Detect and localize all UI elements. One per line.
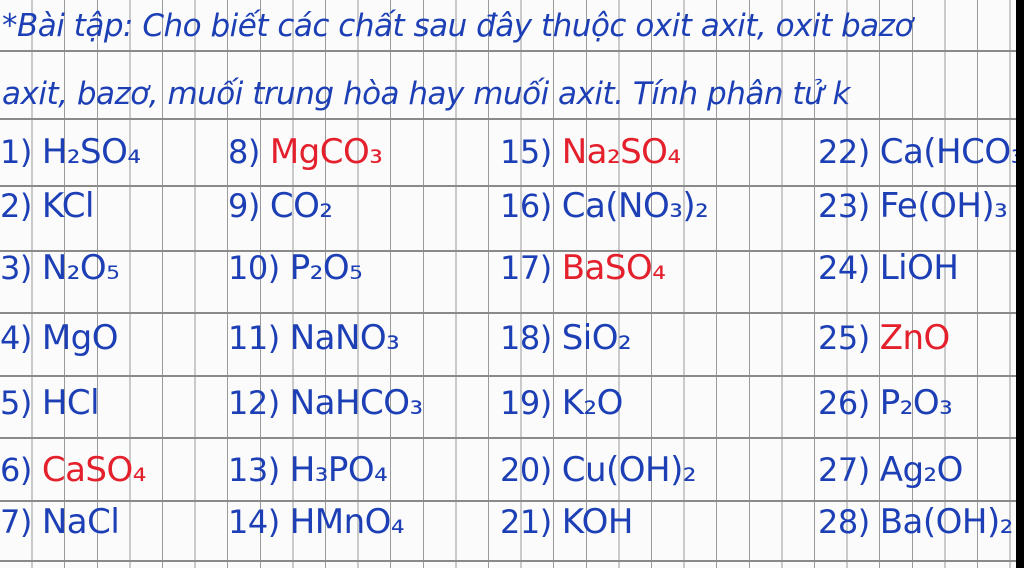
item-number: 9) bbox=[228, 187, 260, 225]
formula-item: 1) H₂SO₄ bbox=[0, 132, 141, 172]
chemical-formula: KCl bbox=[41, 186, 95, 226]
grid-line bbox=[0, 437, 1016, 439]
grid-line bbox=[0, 118, 1016, 120]
chemical-formula: H₂SO₄ bbox=[41, 132, 141, 172]
chemical-formula: H₃PO₄ bbox=[289, 450, 388, 490]
exercise-title: *Bài tập: Cho biết các chất sau đây thuộ… bbox=[2, 8, 913, 44]
chemical-formula: NaNO₃ bbox=[289, 318, 400, 358]
formula-item: 27) Ag₂O bbox=[818, 450, 963, 490]
formula-item: 2) KCl bbox=[0, 186, 94, 226]
chemical-formula: NaHCO₃ bbox=[289, 383, 423, 423]
item-number: 6) bbox=[0, 451, 32, 489]
chemical-formula: LiOH bbox=[879, 248, 959, 288]
chemical-formula: CO₂ bbox=[269, 186, 333, 226]
item-number: 15) bbox=[500, 133, 552, 171]
item-number: 27) bbox=[818, 451, 870, 489]
formula-item: 11) NaNO₃ bbox=[228, 318, 400, 358]
chemical-formula: ZnO bbox=[879, 318, 951, 358]
formula-item: 16) Ca(NO₃)₂ bbox=[500, 186, 709, 226]
formula-item: 26) P₂O₃ bbox=[818, 383, 953, 423]
formula-item: 19) K₂O bbox=[500, 383, 623, 423]
chemical-formula: MgCO₃ bbox=[269, 132, 383, 172]
item-number: 7) bbox=[0, 503, 32, 541]
chemical-formula: K₂O bbox=[561, 383, 624, 423]
grid-line bbox=[0, 50, 1016, 52]
grid-line bbox=[0, 560, 1016, 562]
chemical-formula: MgO bbox=[41, 318, 119, 358]
formula-item: 13) H₃PO₄ bbox=[228, 450, 388, 490]
item-number: 3) bbox=[0, 249, 32, 287]
chemical-formula: BaSO₄ bbox=[561, 248, 666, 288]
chemical-formula: KOH bbox=[561, 502, 634, 542]
formula-item: 14) HMnO₄ bbox=[228, 502, 405, 542]
item-number: 1) bbox=[0, 133, 32, 171]
item-number: 24) bbox=[818, 249, 870, 287]
item-number: 8) bbox=[228, 133, 260, 171]
item-number: 10) bbox=[228, 249, 280, 287]
grid-line bbox=[0, 185, 1016, 187]
grid-line bbox=[0, 375, 1016, 377]
formula-item: 21) KOH bbox=[500, 502, 633, 542]
formula-item: 12) NaHCO₃ bbox=[228, 383, 423, 423]
grid-line bbox=[0, 250, 1016, 252]
formula-item: 17) BaSO₄ bbox=[500, 248, 666, 288]
chemical-formula: Ag₂O bbox=[879, 450, 964, 490]
formula-item: 24) LiOH bbox=[818, 248, 959, 288]
formula-item: 23) Fe(OH)₃ bbox=[818, 186, 1008, 226]
item-number: 16) bbox=[500, 187, 552, 225]
chemical-formula: Ca(HCO₃)₂ bbox=[879, 132, 1016, 172]
chemical-formula: P₂O₃ bbox=[879, 383, 953, 423]
item-number: 19) bbox=[500, 384, 552, 422]
grid-line bbox=[0, 500, 1016, 502]
formula-item: 6) CaSO₄ bbox=[0, 450, 146, 490]
chemical-formula: P₂O₅ bbox=[289, 248, 363, 288]
formula-item: 10) P₂O₅ bbox=[228, 248, 363, 288]
item-number: 17) bbox=[500, 249, 552, 287]
chemical-formula: HCl bbox=[41, 383, 100, 423]
exercise-instructions: axit, bazơ, muối trung hòa hay muối axit… bbox=[2, 76, 850, 112]
chemical-formula: SiO₂ bbox=[561, 318, 632, 358]
formula-item: 28) Ba(OH)₂ bbox=[818, 502, 1013, 542]
item-number: 4) bbox=[0, 319, 32, 357]
item-number: 12) bbox=[228, 384, 280, 422]
item-number: 2) bbox=[0, 187, 32, 225]
formula-item: 8) MgCO₃ bbox=[228, 132, 383, 172]
chemical-formula: Ca(NO₃)₂ bbox=[561, 186, 709, 226]
item-number: 28) bbox=[818, 503, 870, 541]
formula-item: 3) N₂O₅ bbox=[0, 248, 120, 288]
item-number: 18) bbox=[500, 319, 552, 357]
chemical-formula: NaCl bbox=[41, 502, 120, 542]
item-number: 26) bbox=[818, 384, 870, 422]
item-number: 23) bbox=[818, 187, 870, 225]
item-number: 13) bbox=[228, 451, 280, 489]
formula-item: 9) CO₂ bbox=[228, 186, 333, 226]
item-number: 25) bbox=[818, 319, 870, 357]
chemical-formula: N₂O₅ bbox=[41, 248, 120, 288]
grid-line bbox=[0, 312, 1016, 314]
formula-item: 25) ZnO bbox=[818, 318, 950, 358]
item-number: 11) bbox=[228, 319, 280, 357]
formula-item: 20) Cu(OH)₂ bbox=[500, 450, 696, 490]
formula-item: 4) MgO bbox=[0, 318, 119, 358]
formula-item: 5) HCl bbox=[0, 383, 100, 423]
formula-item: 7) NaCl bbox=[0, 502, 120, 542]
formula-item: 22)Ca(HCO₃)₂ bbox=[818, 132, 1016, 172]
item-number: 5) bbox=[0, 384, 32, 422]
chemical-formula: Na₂SO₄ bbox=[561, 132, 681, 172]
chemical-formula: Ba(OH)₂ bbox=[879, 502, 1014, 542]
chemical-formula: CaSO₄ bbox=[41, 450, 147, 490]
item-number: 20) bbox=[500, 451, 552, 489]
item-number: 14) bbox=[228, 503, 280, 541]
chemical-formula: HMnO₄ bbox=[289, 502, 405, 542]
item-number: 22) bbox=[818, 133, 870, 171]
chemical-formula: Fe(OH)₃ bbox=[879, 186, 1008, 226]
chemical-formula: Cu(OH)₂ bbox=[561, 450, 697, 490]
item-number: 21) bbox=[500, 503, 552, 541]
formula-item: 18) SiO₂ bbox=[500, 318, 632, 358]
formula-item: 15) Na₂SO₄ bbox=[500, 132, 681, 172]
